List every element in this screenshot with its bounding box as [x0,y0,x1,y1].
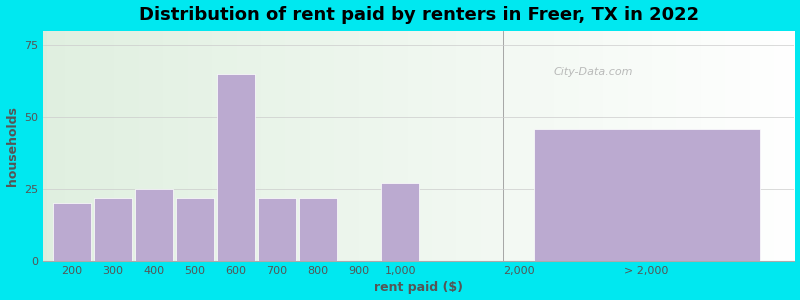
Bar [53,203,90,261]
X-axis label: rent paid ($): rent paid ($) [374,281,463,294]
Y-axis label: households: households [6,106,18,186]
Bar [135,189,173,261]
Bar [534,129,759,261]
Bar [217,74,255,261]
Bar [94,198,132,261]
Bar [176,198,214,261]
Text: City-Data.com: City-Data.com [554,67,634,77]
Bar [299,198,337,261]
Bar [258,198,296,261]
Title: Distribution of rent paid by renters in Freer, TX in 2022: Distribution of rent paid by renters in … [138,6,699,24]
Bar [382,183,419,261]
